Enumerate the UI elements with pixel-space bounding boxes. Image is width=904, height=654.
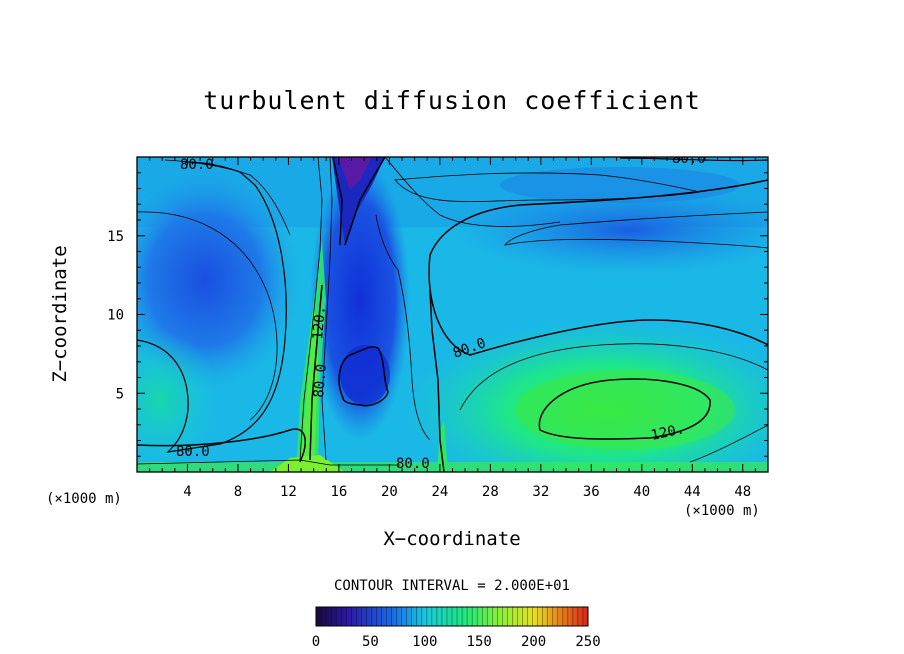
x-tick-label: 20 — [381, 484, 398, 500]
colorbar-ticks: 0 50 100 150 200 250 — [312, 634, 601, 650]
colorbar-tick-label: 150 — [467, 634, 492, 650]
contour-interval-text: CONTOUR INTERVAL = 2.000E+01 — [333, 578, 570, 594]
x-tick-label: 24 — [431, 484, 448, 500]
y-tick-label: 15 — [107, 229, 124, 245]
x-tick-label: 12 — [280, 484, 297, 500]
colorbar-tick-label: 0 — [312, 634, 320, 650]
chart-title: turbulent diffusion coefficient — [203, 86, 701, 115]
colorbar-stripes — [320, 607, 584, 626]
x-tick-label: 28 — [482, 484, 499, 500]
x-tick-label: 36 — [583, 484, 600, 500]
x-tick-label: 8 — [234, 484, 242, 500]
contour-label: 120. — [310, 305, 329, 340]
colorbar-tick-label: 200 — [521, 634, 546, 650]
contour-label: 80.0 — [396, 456, 430, 472]
x-tick-label: 4 — [183, 484, 191, 500]
contour-label: 80.0 — [176, 444, 210, 460]
x-tick-label: 48 — [734, 484, 751, 500]
x-tick-label: 40 — [633, 484, 650, 500]
colorbar-tick-label: 250 — [575, 634, 600, 650]
contour-label: 80.0 — [672, 151, 706, 167]
x-unit-label-left: (×1000 m) — [46, 491, 122, 507]
contour-field: 80.0 80.0 80.0 120. 80.0 120. 80.0 80.0 — [137, 151, 768, 472]
x-axis-label: X−coordinate — [383, 528, 521, 550]
x-axis-ticks: 4 8 12 16 20 24 28 32 36 40 44 48 — [149, 157, 756, 500]
x-tick-label: 16 — [330, 484, 347, 500]
x-tick-label: 32 — [532, 484, 549, 500]
contour-label: 80.0 — [180, 157, 214, 173]
contour-label: 80.0 — [311, 363, 330, 398]
colorbar-tick-label: 50 — [362, 634, 379, 650]
x-tick-label: 44 — [684, 484, 701, 500]
colorbar-tick-label: 100 — [412, 634, 437, 650]
y-tick-label: 5 — [116, 386, 124, 402]
contour-label: 120. — [650, 421, 686, 444]
y-axis-ticks: 5 10 15 — [107, 172, 768, 457]
x-unit-label-right: (×1000 m) — [684, 503, 760, 519]
y-tick-label: 10 — [107, 308, 124, 324]
